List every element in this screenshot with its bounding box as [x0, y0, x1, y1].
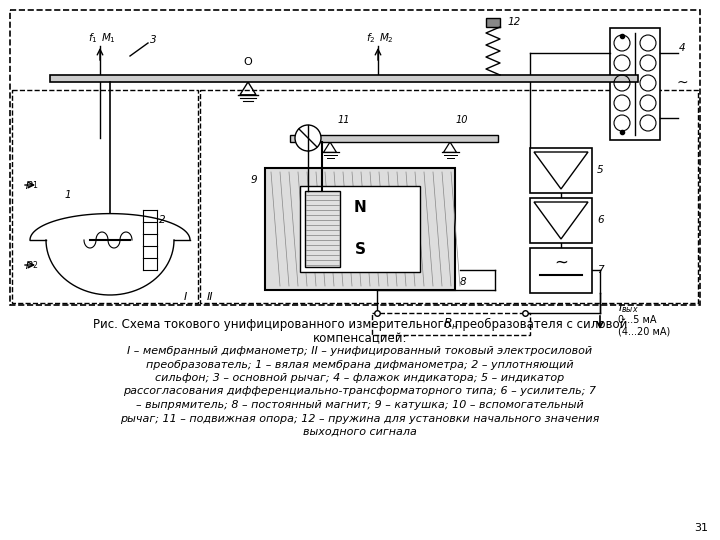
- Polygon shape: [530, 148, 592, 193]
- Text: $p_1$: $p_1$: [25, 179, 38, 191]
- Polygon shape: [530, 248, 592, 293]
- Text: $M_1$: $M_1$: [101, 31, 115, 45]
- Text: 8: 8: [460, 277, 467, 287]
- Text: сильфон; 3 – основной рычаг; 4 – флажок индикатора; 5 – индикатор: сильфон; 3 – основной рычаг; 4 – флажок …: [156, 373, 564, 383]
- Text: 4: 4: [679, 43, 685, 53]
- Text: выходного сигнала: выходного сигнала: [303, 427, 417, 437]
- Text: 31: 31: [694, 523, 708, 533]
- Text: 2: 2: [158, 215, 166, 225]
- Text: $M_2$: $M_2$: [379, 31, 393, 45]
- Polygon shape: [305, 191, 340, 267]
- Text: преобразователь; 1 – вялая мембрана дифманометра; 2 – уплотняющий: преобразователь; 1 – вялая мембрана дифм…: [146, 360, 574, 369]
- Polygon shape: [610, 28, 660, 140]
- Circle shape: [295, 125, 321, 151]
- Text: 12: 12: [507, 17, 521, 27]
- Polygon shape: [486, 18, 500, 27]
- Polygon shape: [265, 168, 455, 290]
- Text: ~: ~: [554, 254, 568, 272]
- Polygon shape: [290, 135, 498, 142]
- Text: 1: 1: [65, 190, 71, 200]
- Text: 3: 3: [150, 35, 156, 45]
- Text: 0...5 мА: 0...5 мА: [618, 315, 657, 325]
- Text: ~: ~: [676, 76, 688, 90]
- Text: $f_2$: $f_2$: [366, 31, 376, 45]
- Text: $f_1$: $f_1$: [88, 31, 98, 45]
- Text: – выпрямитель; 8 – постоянный магнит; 9 – катушка; 10 – вспомогательный: – выпрямитель; 8 – постоянный магнит; 9 …: [136, 400, 584, 410]
- Text: 6: 6: [597, 215, 603, 225]
- Polygon shape: [50, 75, 638, 82]
- Text: 11: 11: [338, 115, 351, 125]
- Text: 5: 5: [597, 165, 603, 175]
- Text: I – мембранный дифманометр; II – унифицированный токовый электросиловой: I – мембранный дифманометр; II – унифици…: [127, 346, 593, 356]
- Text: I: I: [184, 292, 186, 302]
- Text: рассогласования дифференциально-трансформаторного типа; 6 – усилитель; 7: рассогласования дифференциально-трансфор…: [124, 387, 596, 396]
- Text: II: II: [207, 292, 213, 302]
- Text: $p_2$: $p_2$: [25, 259, 38, 271]
- Text: S: S: [354, 242, 366, 258]
- Text: (4...20 мА): (4...20 мА): [618, 326, 670, 336]
- Text: $R_н$: $R_н$: [443, 316, 459, 332]
- Text: 10: 10: [456, 115, 469, 125]
- Text: O: O: [243, 57, 253, 67]
- Text: компенсацией:: компенсацией:: [312, 332, 408, 345]
- Text: Рис. Схема токового унифицированного измерительного преобразователя с силовой: Рис. Схема токового унифицированного изм…: [93, 318, 627, 331]
- Text: $I_{вых}$: $I_{вых}$: [618, 301, 639, 315]
- Text: 7: 7: [597, 265, 603, 275]
- Text: N: N: [354, 200, 366, 215]
- Text: 9: 9: [251, 175, 257, 185]
- Text: рычаг; 11 – подвижная опора; 12 – пружина для установки начального значения: рычаг; 11 – подвижная опора; 12 – пружин…: [120, 414, 600, 423]
- Polygon shape: [300, 186, 420, 272]
- Polygon shape: [530, 198, 592, 243]
